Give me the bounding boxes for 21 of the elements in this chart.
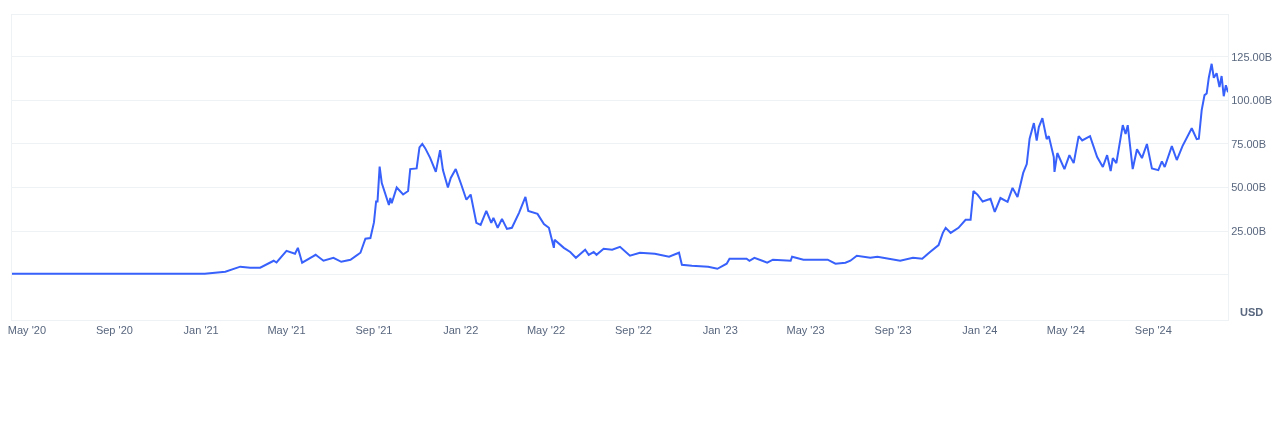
- x-tick-label: Jan '23: [702, 324, 738, 337]
- y-tick-label: 50.00B: [1231, 181, 1267, 194]
- x-tick-label: Sep '24: [1134, 324, 1172, 337]
- x-tick-label: Jan '21: [183, 324, 219, 337]
- x-tick-label: Jan '22: [443, 324, 479, 337]
- x-tick-label: May '22: [526, 324, 566, 337]
- x-tick-label: May '21: [267, 324, 306, 337]
- y-tick-label: 100.00B: [1231, 94, 1273, 107]
- x-tick-label: Sep '21: [355, 324, 393, 337]
- line-series: [12, 62, 1228, 275]
- x-tick-label: May '23: [786, 324, 825, 337]
- x-tick-label: Sep '23: [874, 324, 912, 337]
- text: USD: [1240, 306, 1264, 318]
- y-tick-label: 125.00B: [1231, 50, 1273, 63]
- x-tick-label: Jan '24: [962, 324, 998, 337]
- x-tick-label: Sep '20: [95, 324, 133, 337]
- x-tick-label: May '20: [7, 324, 47, 337]
- x-tick-label: May '24: [1046, 324, 1085, 337]
- x-tick-label: Sep '22: [615, 324, 652, 337]
- y-tick-label: 25.00B: [1231, 224, 1267, 237]
- y-tick-label: 75.00B: [1231, 137, 1267, 150]
